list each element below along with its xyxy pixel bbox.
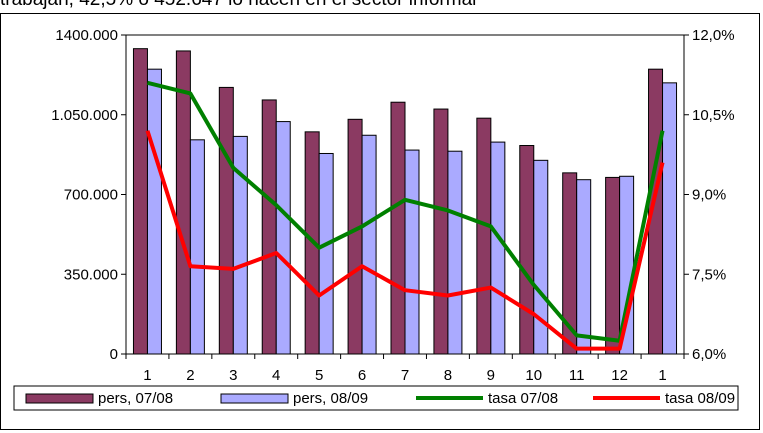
legend-label: pers, 08/09 (293, 390, 368, 407)
bar (146, 68, 162, 355)
x-axis-tick-label: 4 (272, 367, 280, 384)
x-axis-tick-label: 2 (186, 367, 194, 384)
bar (318, 152, 334, 355)
bar (576, 179, 592, 355)
left-axis-tick-label: 1.050.000 (51, 107, 118, 124)
series-line (146, 80, 665, 343)
x-axis-tick-label: 1 (658, 367, 666, 384)
bar (132, 48, 148, 355)
bar (347, 118, 363, 355)
bar (361, 134, 377, 355)
left-axis-tick-label: 0 (110, 346, 118, 363)
bar (275, 121, 291, 355)
right-axis-tick-label: 6,0% (692, 346, 726, 363)
left-axis-tick-label: 700.000 (64, 187, 118, 204)
x-axis-tick-label: 7 (401, 367, 409, 384)
bar (605, 176, 621, 355)
bar (476, 117, 492, 355)
bar (490, 141, 506, 355)
x-axis-tick-label: 8 (444, 367, 452, 384)
x-axis-tick-label: 12 (611, 367, 628, 384)
x-axis-tick-label: 9 (487, 367, 495, 384)
bar (390, 101, 406, 355)
legend-label: tasa 08/09 (665, 390, 735, 407)
left-axis-tick-label: 1400.000 (55, 27, 118, 44)
bar (261, 99, 277, 355)
series-line (145, 130, 665, 351)
x-axis-tick-label: 5 (315, 367, 323, 384)
legend-label: tasa 07/08 (488, 390, 558, 407)
bar (404, 149, 420, 355)
x-axis-tick-label: 11 (569, 367, 585, 384)
legend-swatch (25, 393, 94, 404)
chart-frame (0, 13, 760, 430)
bar (218, 86, 234, 355)
bar (189, 139, 205, 355)
right-axis-tick-label: 12,0% (692, 27, 735, 44)
left-axis-tick-label: 350.000 (64, 266, 118, 283)
x-axis-tick-label: 3 (229, 367, 237, 384)
bar (519, 145, 535, 355)
bar (232, 135, 248, 355)
right-axis-tick-label: 7,5% (692, 266, 726, 283)
x-axis-tick-label: 10 (525, 367, 542, 384)
bar (433, 108, 449, 355)
x-axis-tick-label: 6 (358, 367, 366, 384)
right-axis-tick-label: 10,5% (692, 107, 735, 124)
x-axis-tick-label: 1 (143, 367, 151, 384)
bar (447, 150, 463, 355)
bar (175, 50, 191, 355)
bar (533, 159, 549, 355)
legend-swatch (220, 393, 289, 404)
header-text: trabajan, 42,5% o 452.647 lo hacen en el… (0, 0, 763, 9)
legend-label: pers, 07/08 (98, 390, 173, 407)
bar (662, 82, 678, 355)
right-axis-tick-label: 9,0% (692, 187, 726, 204)
